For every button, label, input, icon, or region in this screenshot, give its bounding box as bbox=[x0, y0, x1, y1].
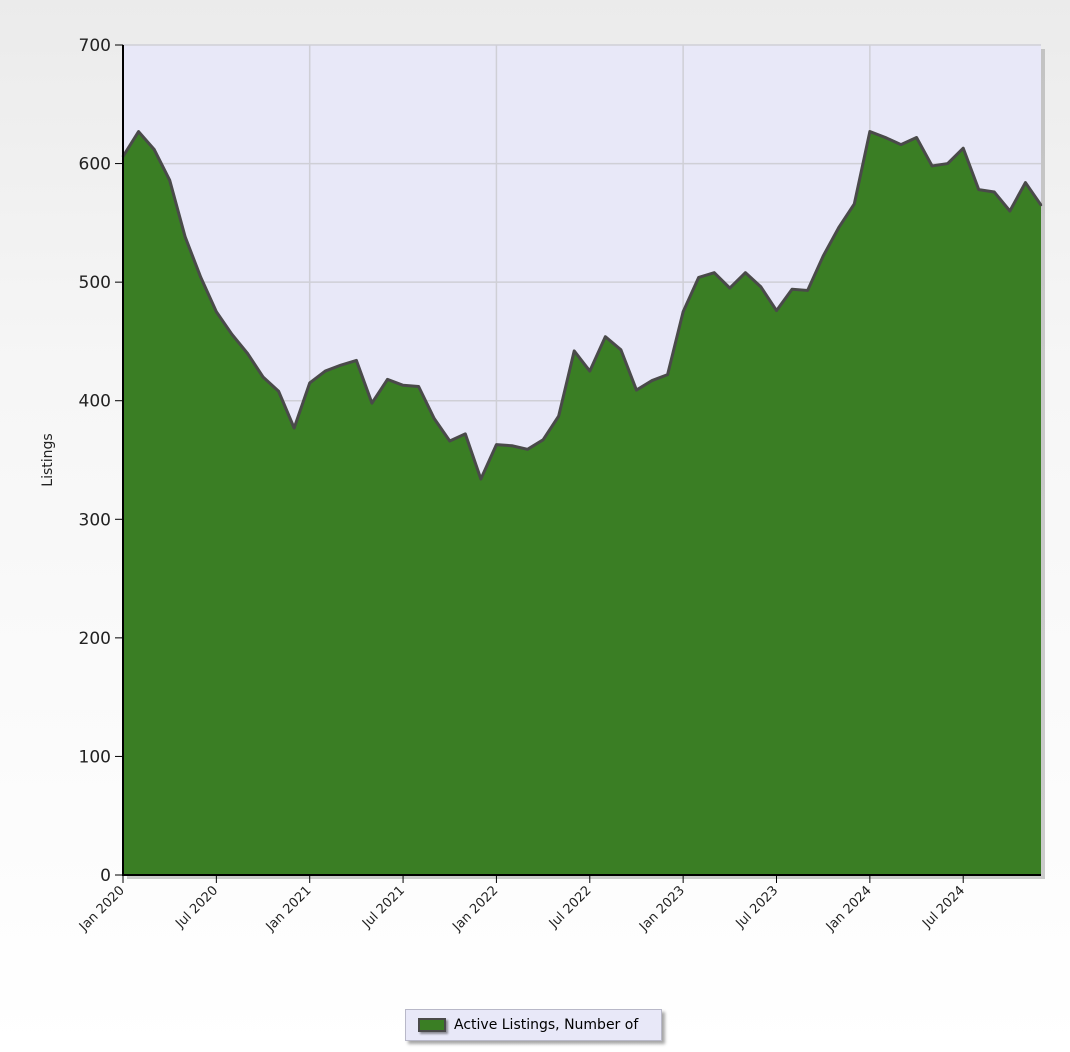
data-point bbox=[759, 285, 763, 289]
series-area bbox=[123, 131, 1041, 875]
data-point bbox=[401, 384, 405, 387]
data-point bbox=[417, 385, 420, 388]
data-point bbox=[681, 310, 685, 313]
data-point bbox=[526, 448, 529, 451]
data-point bbox=[510, 444, 514, 447]
data-point bbox=[946, 162, 949, 165]
data-point bbox=[821, 254, 825, 258]
data-point bbox=[308, 381, 311, 385]
data-point bbox=[277, 390, 280, 393]
legend: Active Listings, Number of bbox=[405, 1009, 662, 1041]
data-point bbox=[962, 146, 965, 150]
data-point bbox=[728, 286, 732, 290]
data-point bbox=[557, 414, 560, 418]
x-tick-label: Jul 2023 bbox=[733, 883, 782, 932]
data-point bbox=[541, 438, 545, 442]
data-point bbox=[899, 143, 903, 146]
series-line bbox=[121, 130, 1043, 481]
data-point bbox=[370, 401, 374, 405]
x-tick-label: Jul 2020 bbox=[172, 883, 221, 932]
data-point bbox=[324, 369, 327, 373]
area-chart: 0 100 200 300 400 500 600 700 Jan 2020 Jul 2020 Ja… bbox=[40, 36, 1045, 935]
x-tick-label: Jul 2022 bbox=[546, 883, 595, 932]
data-point bbox=[199, 276, 202, 279]
y-tick-label: 300 bbox=[79, 510, 111, 530]
legend-label: Active Listings, Number of bbox=[454, 1017, 639, 1033]
data-point bbox=[604, 335, 607, 338]
data-point bbox=[355, 359, 358, 362]
data-point bbox=[930, 164, 934, 168]
data-point bbox=[853, 202, 856, 206]
x-tick-label: Jan 2022 bbox=[449, 883, 501, 935]
y-axis-title: Listings bbox=[40, 433, 56, 486]
data-point bbox=[184, 235, 187, 239]
data-point bbox=[713, 271, 716, 274]
data-point bbox=[619, 348, 623, 351]
y-tick-label: 200 bbox=[79, 629, 111, 649]
data-point bbox=[993, 190, 996, 194]
x-tick-label: Jan 2021 bbox=[263, 883, 315, 935]
data-point bbox=[479, 477, 483, 481]
data-point bbox=[806, 289, 809, 292]
data-point bbox=[775, 309, 778, 312]
data-point bbox=[1024, 181, 1027, 184]
data-point bbox=[495, 443, 498, 446]
x-tick-label: Jan 2023 bbox=[636, 883, 688, 935]
legend-swatch bbox=[418, 1018, 446, 1032]
data-point bbox=[386, 378, 389, 381]
data-point bbox=[464, 432, 467, 436]
data-point bbox=[246, 352, 249, 355]
data-point bbox=[588, 369, 591, 373]
data-point bbox=[744, 271, 747, 274]
x-tick-label: Jul 2021 bbox=[359, 883, 408, 932]
y-tick-label: 700 bbox=[79, 36, 111, 56]
data-point bbox=[152, 148, 156, 151]
data-point bbox=[790, 288, 794, 291]
x-tick-label: Jul 2024 bbox=[919, 883, 968, 932]
data-point bbox=[1008, 209, 1012, 213]
data-point bbox=[650, 379, 654, 382]
x-tick-label: Jan 2024 bbox=[823, 883, 875, 935]
data-point bbox=[137, 130, 140, 133]
data-point bbox=[1039, 203, 1043, 207]
x-tick-label: Jan 2020 bbox=[76, 883, 128, 935]
data-point bbox=[977, 188, 980, 191]
data-point bbox=[339, 363, 343, 367]
data-point bbox=[215, 310, 218, 313]
data-point bbox=[884, 136, 887, 139]
data-point bbox=[697, 276, 700, 279]
data-point bbox=[168, 178, 171, 182]
y-tick-label: 600 bbox=[79, 155, 111, 175]
data-point bbox=[868, 130, 872, 133]
data-point bbox=[635, 388, 638, 392]
data-point bbox=[915, 136, 918, 139]
data-point bbox=[230, 333, 234, 336]
y-tick-label: 100 bbox=[79, 747, 111, 767]
data-point bbox=[573, 349, 576, 353]
data-point bbox=[666, 373, 669, 376]
data-point bbox=[261, 375, 265, 379]
data-point bbox=[292, 426, 296, 430]
y-tick-label: 500 bbox=[79, 273, 111, 293]
y-tick-label: 400 bbox=[79, 392, 111, 412]
data-point bbox=[432, 417, 436, 420]
data-point bbox=[837, 226, 840, 229]
data-point bbox=[448, 439, 451, 443]
y-tick-label: 0 bbox=[100, 866, 111, 886]
